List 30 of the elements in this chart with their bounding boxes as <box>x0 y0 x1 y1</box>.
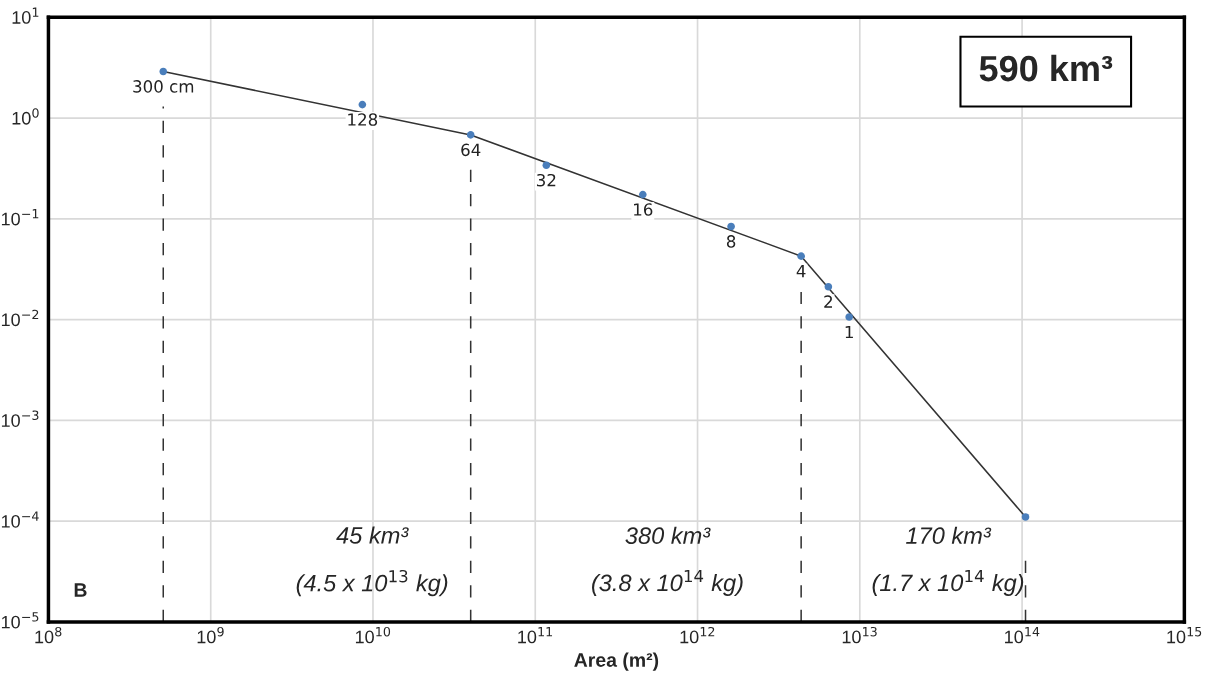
annotation: 32 <box>536 173 556 187</box>
annotation: 590 km³ <box>979 54 1113 82</box>
x-axis-title: Area (m²) <box>574 652 659 671</box>
x-tick-label: 10$^{14}$ <box>1005 627 1040 644</box>
annotation: 4 <box>796 265 806 278</box>
text: 170 km³ (1.7 x 10$^{14}$ kg) <box>872 526 1024 596</box>
x-tick-label: 10$^{13}$ <box>842 626 877 644</box>
x-tick-label: 10$^{11}$ <box>518 627 553 644</box>
y-tick-label: 10$^{−5}$ <box>1 612 39 629</box>
annotation: 8 <box>726 235 736 248</box>
annotation: B <box>74 583 87 597</box>
y-tick-label: 10$^{−3}$ <box>1 410 39 427</box>
annotation: 2 <box>824 295 832 308</box>
annotation: 64 <box>461 143 481 157</box>
y-tick-label: 10$^{−4}$ <box>1 511 39 528</box>
x-tick-label: 10$^{12}$ <box>680 626 715 644</box>
annotation: 300 cm <box>133 80 194 93</box>
y-tick-label: 10$^{1}$ <box>12 7 39 24</box>
x-tick-label: 10$^{15}$ <box>1167 627 1202 644</box>
annotation: 128 <box>348 113 378 126</box>
y-tick-label: 10$^{0}$ <box>12 108 39 125</box>
y-tick-label: 10$^{−2}$ <box>1 309 39 327</box>
x-tick-label: 10$^{8}$ <box>35 626 62 644</box>
y-tick-label: 10$^{−1}$ <box>1 209 39 226</box>
text: 380 km³ (3.8 x 10$^{14}$ kg) <box>592 526 743 596</box>
x-tick-label: 10$^{9}$ <box>197 626 224 644</box>
annotation: 1 <box>845 325 853 339</box>
x-tick-label: 10$^{10}$ <box>355 626 391 644</box>
text: 45 km³ (4.5 x 10$^{13}$ kg) <box>296 526 448 597</box>
annotation: 16 <box>634 203 653 216</box>
